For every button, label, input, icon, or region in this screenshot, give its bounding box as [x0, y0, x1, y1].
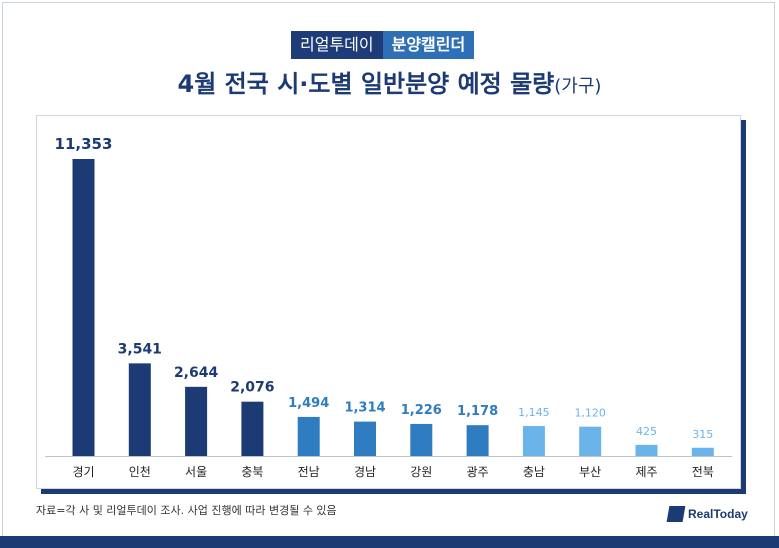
realtoday-logo: RealToday	[666, 505, 748, 523]
category-label-0: 경기	[72, 465, 94, 479]
bottom-bar	[0, 536, 779, 548]
bar-value-label-9: 1,120	[574, 407, 606, 420]
bar-value-label-2: 2,644	[174, 365, 219, 381]
bar-10	[635, 444, 658, 456]
bar-value-label-11: 315	[692, 428, 713, 441]
bar-value-label-4: 1,494	[288, 396, 329, 411]
title-unit: (가구)	[554, 76, 602, 97]
source-footnote: 자료=각 사 및 리얼투데이 조사. 사업 진행에 따라 변경될 수 있음	[36, 504, 337, 517]
bar-11	[691, 447, 714, 456]
title-text: 4월 전국 시·도별 일반분양 예정 물량	[177, 70, 555, 98]
category-label-3: 충북	[241, 465, 263, 479]
category-label-9: 부산	[579, 465, 601, 479]
bar-value-label-0: 11,353	[55, 135, 113, 153]
bar-value-label-6: 1,226	[401, 403, 442, 418]
bar-9	[579, 426, 602, 456]
bar-value-label-1: 3,541	[118, 341, 162, 357]
bar-chart: 11,353 경기 3,541 인천 2,644 서울 2,076 충북 1,494 전남 1,31…	[45, 135, 732, 479]
bar-2	[185, 386, 208, 456]
page-title: 4월 전국 시·도별 일반분양 예정 물량(가구)	[0, 64, 779, 99]
bar-value-label-5: 1,314	[344, 401, 385, 416]
chart-panel: 11,353 경기 3,541 인천 2,644 서울 2,076 충북 1,494 전남 1,31…	[36, 115, 741, 489]
header-badges: 리얼투데이 분양캘린더	[291, 31, 475, 59]
bar-value-label-8: 1,145	[518, 406, 550, 419]
category-label-1: 인천	[129, 464, 151, 479]
bar-4	[297, 416, 320, 456]
bar-6	[410, 423, 433, 456]
bar-0	[72, 159, 95, 456]
category-label-5: 경남	[354, 465, 376, 479]
logo-text: RealToday	[688, 507, 748, 521]
bar-7	[466, 425, 489, 456]
bar-value-label-7: 1,178	[457, 404, 498, 419]
category-label-2: 서울	[185, 465, 207, 479]
bar-1	[128, 363, 151, 456]
bar-3	[241, 401, 264, 456]
category-label-7: 광주	[467, 465, 489, 479]
badge-realtoday: 리얼투데이	[291, 31, 383, 59]
category-label-4: 전남	[298, 465, 320, 479]
bar-5	[354, 421, 376, 456]
bar-value-label-3: 2,076	[230, 380, 274, 396]
bar-value-label-10: 425	[636, 425, 657, 438]
realtoday-logo-icon	[666, 506, 686, 522]
category-label-6: 강원	[410, 465, 432, 479]
category-label-10: 제주	[635, 465, 657, 479]
badge-calendar: 분양캘린더	[382, 31, 475, 59]
bar-8	[522, 426, 545, 456]
category-label-8: 충남	[523, 465, 545, 479]
category-label-11: 전북	[692, 465, 714, 479]
